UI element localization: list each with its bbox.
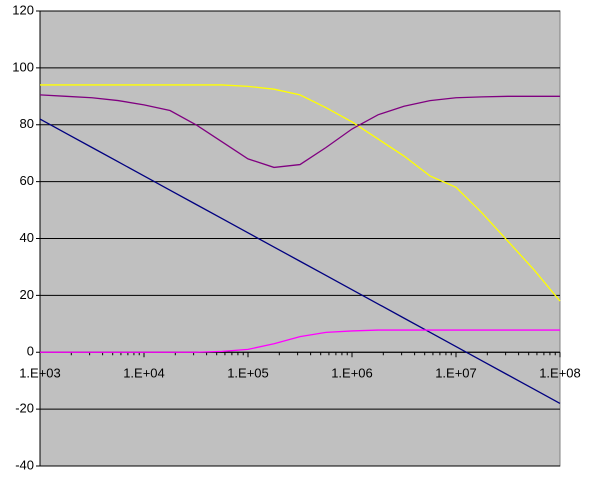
y-tick-label: 40 [20, 230, 34, 245]
x-tick-label: 1.E+05 [227, 366, 269, 381]
series-line [39, 94, 560, 169]
x-tick-label: 1.E+03 [19, 366, 61, 381]
y-tick-label: 0 [27, 344, 34, 359]
series-line [40, 329, 560, 353]
x-tick-label: 1.E+04 [123, 366, 165, 381]
y-tick-label: -20 [15, 401, 34, 416]
x-tick-label: 1.E+08 [539, 366, 581, 381]
y-tick-label: 120 [12, 2, 34, 17]
y-tick-label: 100 [12, 59, 34, 74]
y-tick-label: 80 [20, 116, 34, 131]
series-line [40, 84, 561, 302]
y-tick-label: 60 [20, 173, 34, 188]
x-tick-label: 1.E+07 [435, 366, 477, 381]
x-tick-label: 1.E+06 [331, 366, 373, 381]
series-line [39, 118, 561, 405]
y-tick-label: 20 [20, 287, 34, 302]
y-tick-label: -40 [15, 457, 34, 472]
